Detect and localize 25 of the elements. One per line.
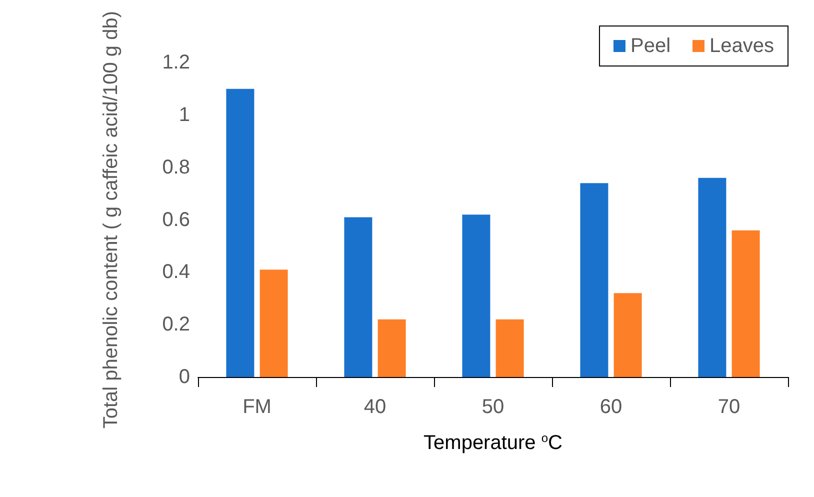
- y-tick-label: 1.2: [162, 52, 190, 74]
- x-tick-label: 60: [600, 396, 622, 418]
- y-tick-label: 0.4: [162, 261, 190, 284]
- x-tick-label: 50: [482, 396, 504, 418]
- bar: [260, 270, 288, 377]
- y-tick-label: 0: [178, 366, 190, 388]
- bar: [344, 217, 372, 377]
- bar: [226, 88, 254, 377]
- legend-label: Peel: [630, 35, 671, 57]
- x-tick-label: 40: [364, 396, 386, 418]
- x-tick-label: FM: [242, 396, 272, 418]
- bar: [732, 230, 760, 377]
- bar: [378, 319, 406, 377]
- bar: [496, 319, 524, 377]
- bar: [580, 183, 608, 377]
- bar: [462, 214, 490, 377]
- bar: [614, 293, 642, 377]
- y-axis-title: Total phenolic content ( g caffeic acid/100 g db): [100, 10, 122, 429]
- y-tick-label: 0.6: [162, 208, 190, 231]
- y-tick-label: 0.8: [162, 156, 190, 178]
- legend-label: Leaves: [710, 35, 774, 57]
- y-tick-label: 1: [178, 104, 190, 126]
- bar: [698, 178, 726, 377]
- x-tick-label: 70: [718, 396, 740, 418]
- y-tick-label: 0.2: [162, 314, 190, 336]
